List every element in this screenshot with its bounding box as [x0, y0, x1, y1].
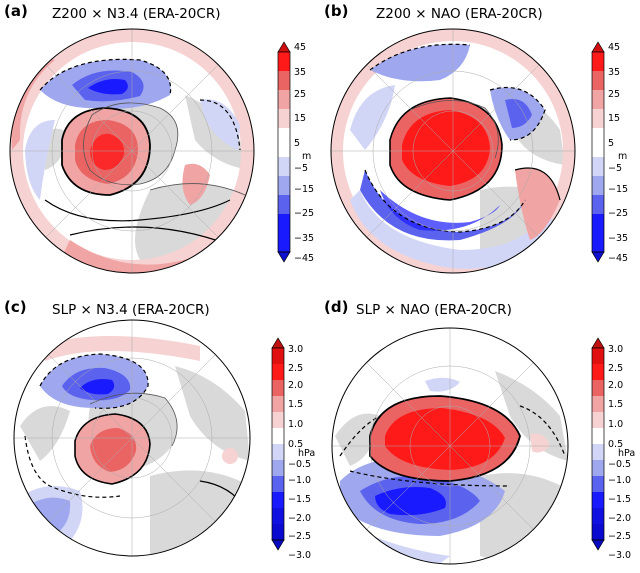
cb-tick: 45: [294, 42, 306, 53]
panel-title: Z200 × N3.4 (ERA-20CR): [52, 6, 221, 22]
colorbar-a: 45 35 25 15 5 m −5 −15 −25 −35 −45: [277, 41, 314, 264]
cb-tick: −2.5: [608, 531, 631, 542]
cb-tick: 15: [294, 113, 306, 124]
cb-tick: −45: [294, 253, 314, 264]
cb-tick: −1.0: [608, 475, 631, 486]
panel-d: (d) SLP × NAO (ERA-20CR): [320, 286, 640, 572]
cb-tick: 0.5: [288, 439, 303, 450]
cb-tick: −3.0: [288, 550, 311, 561]
cb-tick: −2.0: [608, 513, 631, 524]
cb-tick: 3.0: [288, 344, 303, 355]
cb-tick: 35: [608, 67, 620, 78]
panel-label: (c): [4, 298, 27, 316]
cb-tick: 15: [608, 113, 620, 124]
cb-tick: −15: [294, 184, 314, 195]
panel-c: (c) SLP × N3.4 (ERA-20CR): [0, 286, 320, 572]
cb-tick: 1.0: [608, 419, 623, 430]
cb-tick: −0.5: [288, 459, 311, 470]
cb-tick: 2.5: [608, 363, 623, 374]
cb-tick: −25: [294, 208, 314, 219]
cb-tick: −35: [294, 233, 314, 244]
cb-tick: 0.5: [608, 439, 623, 450]
cb-tick: 25: [294, 89, 306, 100]
cb-tick: −0.5: [608, 459, 631, 470]
panel-b: (b) Z200 × NAO (ERA-20CR): [320, 0, 640, 286]
cb-tick: 1.5: [608, 399, 623, 410]
cb-tick: −1.5: [288, 494, 311, 505]
cb-tick: −45: [608, 253, 628, 264]
panel-title: SLP × N3.4 (ERA-20CR): [52, 302, 210, 318]
cb-tick: −2.5: [288, 531, 311, 542]
map-d: 3.0 2.5 2.0 1.5 1.0 0.5 hPa −0.5 −1.0 −1…: [331, 327, 635, 565]
map-c: 3.0 2.5 2.0 1.5 1.0 0.5 hPa −0.5 −1.0 −1…: [13, 319, 315, 561]
cb-tick: 2.0: [288, 380, 303, 391]
cb-tick: 45: [608, 42, 620, 53]
panel-title: Z200 × NAO (ERA-20CR): [376, 6, 543, 22]
panel-a: (a) Z200 × N3.4 (ERA-20CR): [0, 0, 320, 286]
cb-tick: 1.0: [288, 419, 303, 430]
panel-label: (a): [4, 2, 28, 20]
cb-tick: 35: [294, 67, 306, 78]
cb-tick: −25: [608, 208, 628, 219]
cb-tick: −3.0: [608, 550, 631, 561]
cb-tick: 1.5: [288, 399, 303, 410]
cb-unit: hPa: [618, 448, 635, 459]
cb-unit: m: [302, 151, 311, 162]
map-a: 45 35 25 15 5 m −5 −15 −25 −35 −45: [9, 28, 314, 274]
cb-tick: 25: [608, 89, 620, 100]
cb-tick: 5: [294, 138, 300, 149]
cb-tick: 3.0: [608, 344, 623, 355]
cb-tick: −2.0: [288, 513, 311, 524]
panel-label: (b): [324, 2, 349, 20]
cb-tick: −15: [608, 184, 628, 195]
panel-label: (d): [324, 298, 349, 316]
cb-unit: hPa: [298, 448, 315, 459]
cb-tick: −1.0: [288, 475, 311, 486]
cb-unit: m: [618, 151, 627, 162]
cb-tick: 5: [608, 138, 614, 149]
colorbar-c: 3.0 2.5 2.0 1.5 1.0 0.5 hPa −0.5 −1.0 −1…: [271, 337, 315, 561]
cb-tick: −5: [294, 163, 308, 174]
panel-title: SLP × NAO (ERA-20CR): [356, 302, 512, 318]
colorbar-b: 45 35 25 15 5 m −5 −15 −25 −35 −45: [591, 41, 628, 264]
cb-tick: −35: [608, 233, 628, 244]
cb-tick: −5: [608, 163, 622, 174]
cb-tick: −1.5: [608, 494, 631, 505]
cb-tick: 2.5: [288, 363, 303, 374]
map-b: 45 35 25 15 5 m −5 −15 −25 −35 −45: [330, 28, 628, 274]
cb-tick: 2.0: [608, 380, 623, 391]
colorbar-d: 3.0 2.5 2.0 1.5 1.0 0.5 hPa −0.5 −1.0 −1…: [591, 337, 635, 561]
